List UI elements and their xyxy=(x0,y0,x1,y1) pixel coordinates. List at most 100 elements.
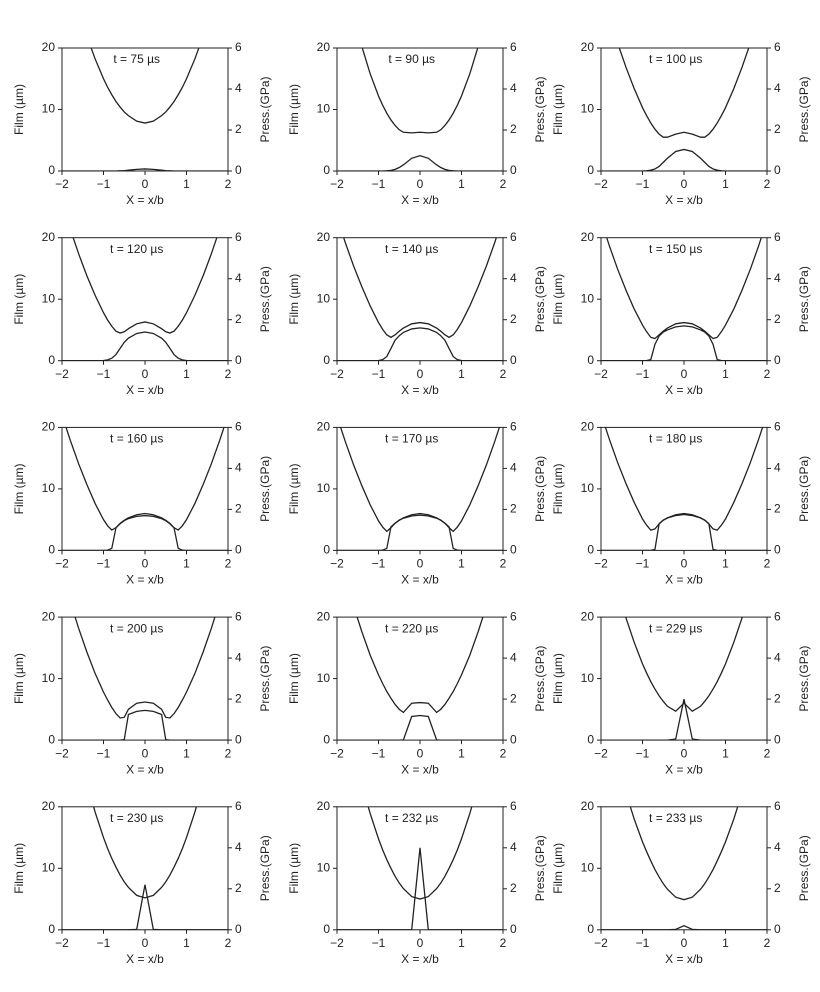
y-tick-label: 10 xyxy=(42,860,56,874)
y-tick-label: 20 xyxy=(317,609,331,623)
panel-title: t = 140 µs xyxy=(385,242,438,256)
film-line xyxy=(361,48,479,134)
y2-tick-label: 0 xyxy=(510,732,517,746)
y-tick-label: 0 xyxy=(48,732,55,746)
pressure-line xyxy=(62,709,228,741)
x-tick-label: −2 xyxy=(55,557,69,571)
x-axis-label: X = x/b xyxy=(126,952,164,966)
y2-tick-label: 0 xyxy=(774,922,781,936)
y-tick-label: 10 xyxy=(317,671,331,685)
film-line xyxy=(604,427,764,531)
panel-title: t = 232 µs xyxy=(385,811,438,825)
x-tick-label: 2 xyxy=(225,936,232,950)
pressure-line xyxy=(337,514,503,551)
x-tick-label: 1 xyxy=(183,367,190,381)
x-tick-label: −1 xyxy=(97,936,111,950)
panel: t = 150 µs X = x/b Film (µm) Press.(GPa) −2 −… xyxy=(551,230,811,397)
panel: t = 233 µs X = x/b Film (µm) Press.(GPa) −2 −… xyxy=(551,799,811,966)
x-tick-label: 0 xyxy=(681,557,688,571)
y2-tick-label: 2 xyxy=(774,881,781,895)
y2-tick-label: 2 xyxy=(235,502,242,516)
x-tick-label: 0 xyxy=(142,746,149,760)
y-axis-label: Film (µm) xyxy=(551,843,565,894)
y2-axis-label: Press.(GPa) xyxy=(258,266,272,332)
y-tick-label: 10 xyxy=(317,102,331,116)
y2-tick-label: 4 xyxy=(510,840,517,854)
y-axis-label: Film (µm) xyxy=(287,463,301,514)
x-tick-label: −2 xyxy=(330,557,344,571)
x-tick-label: 2 xyxy=(500,936,507,950)
y-axis-label: Film (µm) xyxy=(12,274,26,325)
y2-tick-label: 0 xyxy=(510,163,517,177)
plot-frame xyxy=(600,806,768,931)
plot-frame xyxy=(61,237,229,362)
panel: t = 160 µs X = x/b Film (µm) Press.(GPa) −2 −… xyxy=(12,420,272,587)
x-tick-label: 1 xyxy=(183,177,190,191)
x-tick-label: −2 xyxy=(55,936,69,950)
y2-tick-label: 2 xyxy=(235,881,242,895)
y2-tick-label: 0 xyxy=(774,163,781,177)
y2-tick-label: 0 xyxy=(235,353,242,367)
x-tick-label: 2 xyxy=(764,746,771,760)
panel: t = 180 µs X = x/b Film (µm) Press.(GPa) −2 −… xyxy=(551,420,811,587)
y2-axis-label: Press.(GPa) xyxy=(533,266,547,332)
x-tick-label: −1 xyxy=(372,177,386,191)
x-tick-label: −1 xyxy=(372,936,386,950)
panel: t = 232 µs X = x/b Film (µm) Press.(GPa) −2 −… xyxy=(287,799,547,966)
y-tick-label: 20 xyxy=(317,230,331,244)
y-tick-label: 20 xyxy=(581,420,595,434)
x-tick-label: 0 xyxy=(417,936,424,950)
y-tick-label: 20 xyxy=(581,40,595,54)
film-line xyxy=(339,427,501,533)
panel-title: t = 230 µs xyxy=(110,811,163,825)
y2-tick-label: 6 xyxy=(235,230,242,244)
x-tick-label: 2 xyxy=(764,557,771,571)
x-tick-label: −1 xyxy=(97,746,111,760)
x-axis-label: X = x/b xyxy=(665,573,703,587)
x-tick-label: 0 xyxy=(681,367,688,381)
y-axis-label: Film (µm) xyxy=(287,84,301,135)
panel-title: t = 75 µs xyxy=(113,52,160,66)
y-axis-label: Film (µm) xyxy=(12,463,26,514)
y2-tick-label: 0 xyxy=(774,353,781,367)
x-tick-label: 1 xyxy=(722,557,729,571)
y-axis-label: Film (µm) xyxy=(551,463,565,514)
y-tick-label: 20 xyxy=(581,230,595,244)
y-tick-label: 10 xyxy=(42,481,56,495)
y2-tick-label: 6 xyxy=(235,609,242,623)
y2-axis-label: Press.(GPa) xyxy=(258,76,272,142)
y2-tick-label: 2 xyxy=(510,122,517,136)
y-tick-label: 0 xyxy=(587,163,594,177)
y-tick-label: 20 xyxy=(317,420,331,434)
film-line xyxy=(72,237,218,334)
pressure-line xyxy=(601,698,767,741)
plot-frame xyxy=(336,47,504,172)
film-line xyxy=(629,806,739,901)
y-axis-label: Film (µm) xyxy=(287,843,301,894)
x-tick-label: 0 xyxy=(142,936,149,950)
panel: t = 230 µs X = x/b Film (µm) Press.(GPa) −2 −… xyxy=(12,799,272,966)
panel: t = 90 µs X = x/b Film (µm) Press.(GPa) −2 −1… xyxy=(287,40,547,207)
y-tick-label: 0 xyxy=(587,353,594,367)
x-tick-label: −2 xyxy=(594,936,608,950)
y-tick-label: 0 xyxy=(323,732,330,746)
y2-tick-label: 6 xyxy=(774,609,781,623)
y2-tick-label: 6 xyxy=(235,420,242,434)
plot-frame xyxy=(61,47,229,172)
y-tick-label: 10 xyxy=(42,671,56,685)
x-tick-label: −1 xyxy=(636,936,650,950)
y2-axis-label: Press.(GPa) xyxy=(258,646,272,712)
y2-tick-label: 0 xyxy=(235,732,242,746)
film-line xyxy=(367,806,473,900)
y2-tick-label: 0 xyxy=(510,922,517,936)
y2-tick-label: 2 xyxy=(510,881,517,895)
pressure-line xyxy=(62,884,228,930)
y2-tick-label: 0 xyxy=(510,543,517,557)
y-axis-label: Film (µm) xyxy=(551,274,565,325)
x-tick-label: −2 xyxy=(330,177,344,191)
y2-tick-label: 0 xyxy=(774,543,781,557)
x-axis-label: X = x/b xyxy=(665,952,703,966)
y-tick-label: 0 xyxy=(587,922,594,936)
panel-title: t = 120 µs xyxy=(110,242,163,256)
y-axis-label: Film (µm) xyxy=(551,84,565,135)
